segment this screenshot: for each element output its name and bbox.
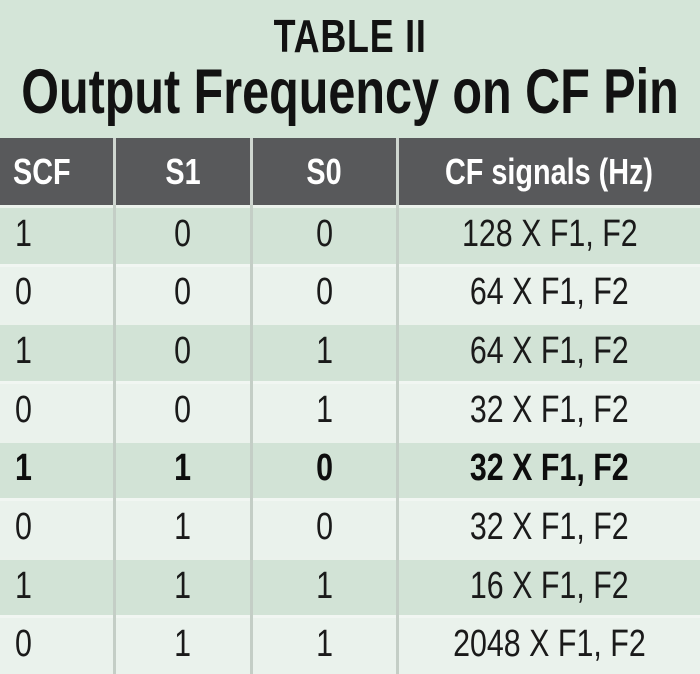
cell-scf: 0 <box>15 271 32 314</box>
cell-cf-signal: 128 X F1, F2 <box>396 205 700 264</box>
cell-cf-signal: 16 X F1, F2 <box>396 556 700 616</box>
title-block: TABLE II Output Frequency on CF Pin <box>0 0 700 138</box>
cell-s0: 1 <box>250 380 396 440</box>
cell-scf: 0 <box>15 388 32 431</box>
cell-scf: 0 <box>15 505 32 548</box>
cell-s1: 1 <box>113 498 250 557</box>
cell-s0: 0 <box>250 263 396 323</box>
cell-scf: 1 <box>15 447 32 490</box>
cell-scf: 1 <box>15 330 32 373</box>
table-row: 0 0 1 32 X F1, F2 <box>0 380 700 440</box>
table-body: 1 0 0 128 X F1, F2 0 0 0 64 X F1, F2 1 0… <box>0 205 700 674</box>
cell-scf: 0 <box>15 623 32 666</box>
cell-s1: 1 <box>113 615 250 674</box>
cell-cf-signal: 32 X F1, F2 <box>396 439 700 499</box>
cell-s1: 0 <box>113 322 250 381</box>
cell-s0: 0 <box>250 498 396 557</box>
table-row: 0 1 1 2048 X F1, F2 <box>0 615 700 674</box>
column-header-cf-signals: CF signals (Hz) <box>396 138 700 205</box>
cell-s0: 1 <box>250 322 396 381</box>
column-header-scf: SCF <box>13 150 71 192</box>
table-row: 0 1 0 32 X F1, F2 <box>0 498 700 557</box>
table-caption: Output Frequency on CF Pin <box>21 56 679 127</box>
cell-s0: 0 <box>250 205 396 264</box>
cell-cf-signal: 64 X F1, F2 <box>396 263 700 323</box>
cell-cf-signal: 32 X F1, F2 <box>396 380 700 440</box>
table-row: 1 1 1 16 X F1, F2 <box>0 556 700 616</box>
cell-s0: 0 <box>250 439 396 499</box>
cell-s1: 1 <box>113 439 250 499</box>
cell-scf: 1 <box>15 564 32 607</box>
cell-scf: 1 <box>15 212 32 255</box>
column-header-s0: S0 <box>250 138 396 205</box>
cell-s1: 0 <box>113 380 250 440</box>
column-header-s1: S1 <box>113 138 250 205</box>
cell-cf-signal: 2048 X F1, F2 <box>396 615 700 674</box>
cell-s1: 0 <box>113 263 250 323</box>
cell-cf-signal: 32 X F1, F2 <box>396 498 700 557</box>
cell-s1: 0 <box>113 205 250 264</box>
table-row: 1 0 0 128 X F1, F2 <box>0 205 700 264</box>
cell-s1: 1 <box>113 556 250 616</box>
table-row: 1 0 1 64 X F1, F2 <box>0 322 700 381</box>
table-header-row: SCF S1 S0 CF signals (Hz) <box>0 138 700 205</box>
table-number-title: TABLE II <box>273 9 427 62</box>
cell-s0: 1 <box>250 556 396 616</box>
table-row: 0 0 0 64 X F1, F2 <box>0 263 700 323</box>
cell-s0: 1 <box>250 615 396 674</box>
cell-cf-signal: 64 X F1, F2 <box>396 322 700 381</box>
table-row-emphasized: 1 1 0 32 X F1, F2 <box>0 439 700 499</box>
